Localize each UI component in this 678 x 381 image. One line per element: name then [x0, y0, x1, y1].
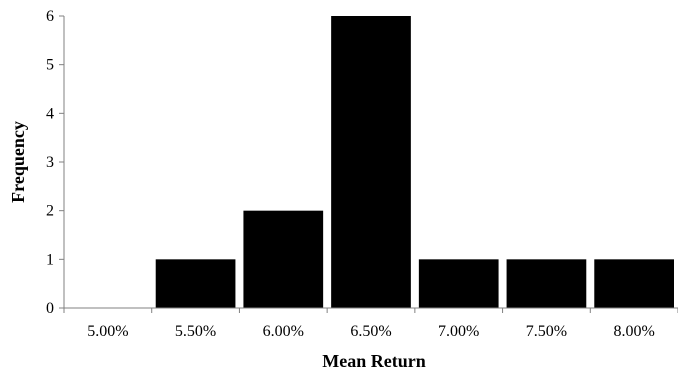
bars-layer	[155, 16, 674, 308]
x-tick-label-6.50%: 6.50%	[350, 323, 391, 340]
x-tick-label-8.00%: 8.00%	[613, 323, 654, 340]
bar-5.50%	[155, 259, 236, 308]
bar-6.00%	[243, 210, 324, 308]
labels-layer: 0 1 2 3 4 5 6 5.00% 5.50% 6.00% 6.50% 7.00% 7.50% 8.0…	[46, 8, 655, 340]
y-tick-label-3: 3	[46, 154, 54, 171]
x-tick-label-7.50%: 7.50%	[526, 323, 567, 340]
y-tick-label-6: 6	[46, 8, 54, 25]
y-tick-label-1: 1	[46, 251, 54, 268]
bar-6.50%	[331, 16, 411, 308]
x-tick-label-5.50%: 5.50%	[175, 323, 216, 340]
y-tick-label-2: 2	[46, 203, 54, 220]
bar-7.00%	[418, 259, 499, 308]
x-tick-label-5.00%: 5.00%	[87, 323, 128, 340]
bar-7.50%	[506, 259, 587, 308]
y-tick-label-5: 5	[46, 57, 54, 74]
y-axis-title: Frequency	[8, 121, 28, 203]
y-tick-label-4: 4	[46, 105, 54, 122]
bar-8.00%	[594, 259, 674, 308]
y-tick-label-0: 0	[46, 300, 54, 317]
x-tick-label-7.00%: 7.00%	[438, 323, 479, 340]
axes-layer	[59, 15, 678, 313]
x-axis-title: Mean Return	[322, 351, 425, 371]
x-tick-label-6.00%: 6.00%	[263, 323, 304, 340]
